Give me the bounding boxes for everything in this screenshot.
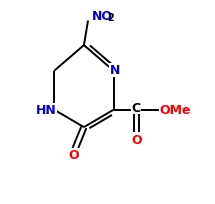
Text: O: O	[68, 149, 79, 162]
Text: O: O	[131, 133, 141, 146]
Text: 2: 2	[108, 13, 114, 23]
Text: N: N	[109, 64, 120, 77]
Text: OMe: OMe	[160, 104, 191, 117]
Text: C: C	[132, 101, 141, 114]
Text: HN: HN	[36, 104, 56, 117]
Text: NO: NO	[92, 10, 113, 23]
